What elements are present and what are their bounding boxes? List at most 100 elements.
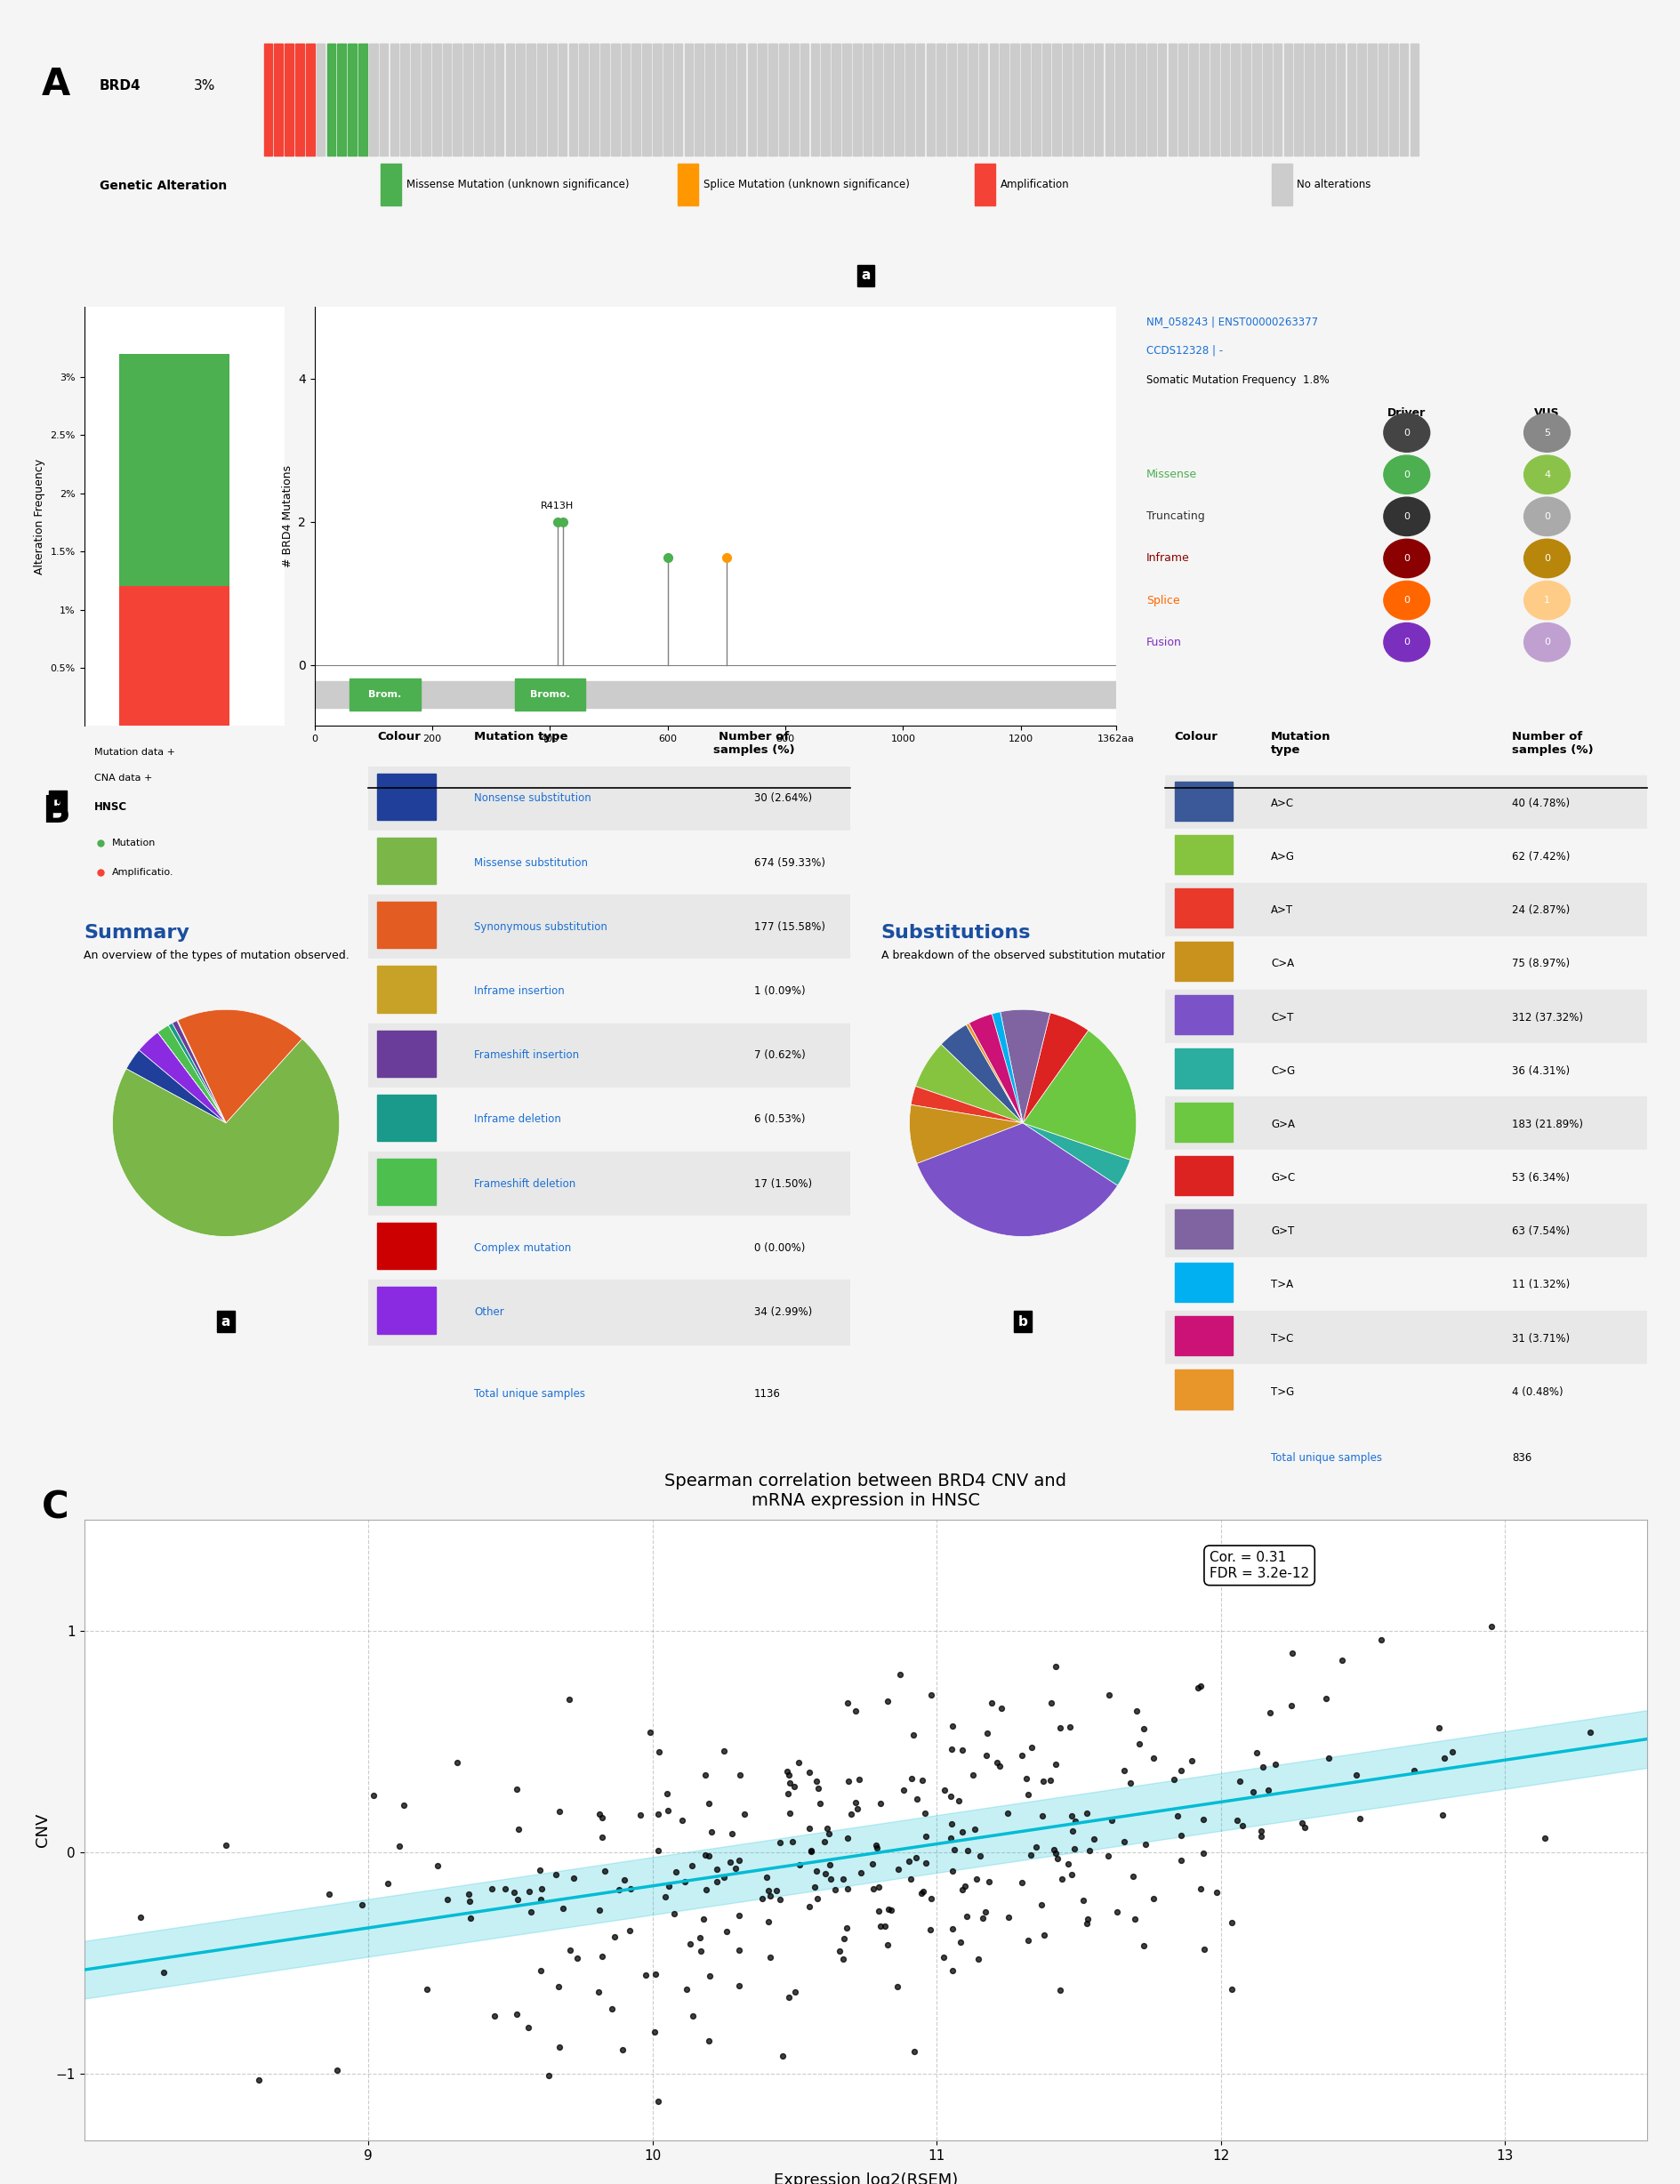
Point — [931, 1773, 958, 1808]
Point — [645, 2084, 672, 2118]
Bar — [780, 44, 788, 155]
Point — [536, 2057, 563, 2092]
Point — [907, 1762, 934, 1797]
Text: R413H: R413H — [541, 502, 575, 511]
Point — [323, 2053, 349, 2088]
Bar — [1164, 1203, 1646, 1258]
Bar — [454, 44, 462, 155]
Point — [477, 1872, 504, 1907]
Point — [559, 1861, 586, 1896]
Bar — [484, 44, 492, 155]
Point — [1042, 1837, 1068, 1872]
Bar — [568, 44, 578, 155]
Point — [1026, 1887, 1053, 1922]
Point — [959, 1758, 986, 1793]
Point — [833, 1872, 860, 1907]
Point — [961, 1813, 988, 1848]
Point — [1189, 1933, 1216, 1968]
Point — [973, 1738, 1000, 1773]
Bar — [1164, 937, 1646, 989]
Bar — [119, 354, 228, 725]
Wedge shape — [941, 1024, 1023, 1123]
Text: Synonymous substitution: Synonymous substitution — [474, 922, 606, 933]
Bar — [1164, 882, 1646, 937]
Text: Driver: Driver — [1386, 408, 1425, 419]
Point — [433, 1883, 460, 1918]
Point — [1008, 1738, 1035, 1773]
Text: 0: 0 — [1403, 638, 1410, 646]
Bar — [378, 965, 435, 1013]
Point — [937, 1806, 964, 1841]
Text: Cor. = 0.31
FDR = 3.2e-12: Cor. = 0.31 FDR = 3.2e-12 — [1210, 1551, 1309, 1579]
Text: Amplification: Amplification — [1000, 179, 1068, 190]
Point — [843, 1791, 870, 1826]
Wedge shape — [139, 1033, 225, 1123]
Point — [696, 2022, 722, 2057]
Point — [1015, 1778, 1042, 1813]
Bar — [1164, 1151, 1646, 1203]
Point — [1132, 1828, 1159, 1863]
Bar — [378, 773, 435, 819]
Point — [1399, 1754, 1426, 1789]
Point — [988, 1690, 1015, 1725]
Text: Mutation type: Mutation type — [474, 732, 568, 743]
Circle shape — [1524, 498, 1569, 535]
Point — [774, 1776, 801, 1811]
Circle shape — [1383, 539, 1430, 579]
Point — [1139, 1741, 1166, 1776]
Point — [1168, 1754, 1194, 1789]
Bar — [1174, 834, 1231, 874]
Point — [517, 1894, 544, 1928]
Point — [801, 1870, 828, 1904]
Point — [858, 1845, 885, 1880]
Point — [1062, 1804, 1089, 1839]
Point — [776, 1765, 803, 1800]
Text: Total unique samples: Total unique samples — [1270, 1452, 1381, 1463]
Point — [642, 1957, 669, 1992]
Point — [546, 1793, 573, 1828]
Text: Fusion: Fusion — [1146, 636, 1181, 649]
Text: 30 (2.64%): 30 (2.64%) — [753, 793, 811, 804]
Text: Frameshift insertion: Frameshift insertion — [474, 1051, 578, 1061]
Text: C>T: C>T — [1270, 1011, 1294, 1024]
Text: a: a — [860, 269, 870, 282]
Point — [937, 1732, 964, 1767]
Text: A>G: A>G — [1270, 852, 1294, 863]
Point — [978, 1686, 1005, 1721]
Point — [937, 1780, 964, 1815]
Point — [1072, 1795, 1099, 1830]
Y-axis label: # BRD4 Mutations: # BRD4 Mutations — [282, 465, 292, 568]
Point — [1037, 1686, 1063, 1721]
Text: G>A: G>A — [1270, 1118, 1294, 1131]
Point — [1131, 1712, 1158, 1747]
Point — [731, 1797, 758, 1832]
Text: Nonsense substitution: Nonsense substitution — [474, 793, 591, 804]
Point — [1040, 1832, 1067, 1867]
Point — [862, 1828, 889, 1863]
Point — [654, 1776, 680, 1811]
Point — [781, 1974, 808, 2009]
Point — [860, 1872, 887, 1907]
Text: 0 (0.00%): 0 (0.00%) — [753, 1243, 805, 1254]
Point — [953, 1898, 979, 1933]
Point — [766, 1883, 793, 1918]
Point — [348, 1887, 375, 1922]
Bar — [1168, 44, 1176, 155]
Point — [897, 1861, 924, 1896]
Point — [1055, 1845, 1082, 1880]
Bar — [726, 44, 734, 155]
Bar — [894, 44, 902, 155]
Point — [842, 1784, 869, 1819]
Point — [652, 1880, 679, 1915]
Point — [963, 1861, 990, 1896]
Bar — [368, 1088, 850, 1151]
Y-axis label: Alteration Frequency: Alteration Frequency — [34, 459, 45, 574]
Bar — [958, 44, 966, 155]
Bar — [368, 767, 850, 830]
Bar — [1210, 44, 1218, 155]
Point — [1226, 1765, 1253, 1800]
Bar — [736, 44, 746, 155]
Wedge shape — [126, 1051, 225, 1123]
Point — [1072, 1907, 1099, 1942]
Point — [1189, 1837, 1216, 1872]
